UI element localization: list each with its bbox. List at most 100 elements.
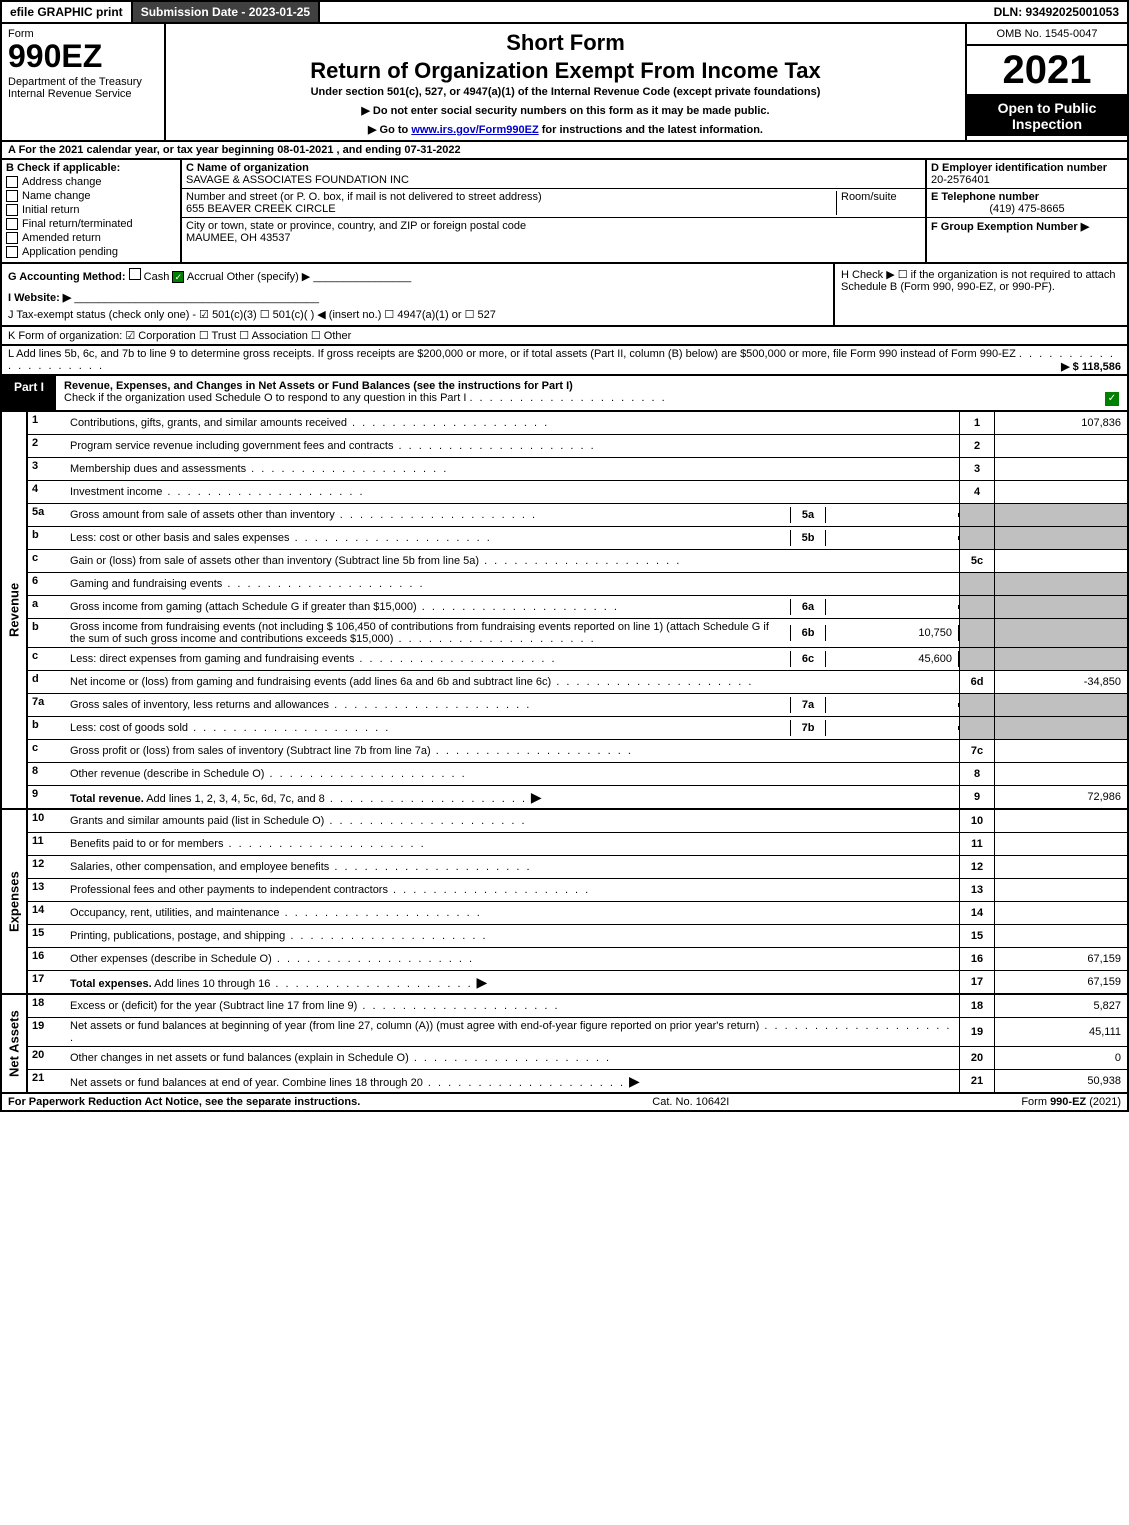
right-value-cell [995, 810, 1127, 832]
checkbox-name-change[interactable] [6, 190, 18, 202]
row-number: 16 [28, 948, 66, 964]
row-description: Other expenses (describe in Schedule O) [66, 951, 959, 967]
row-number: 5a [28, 504, 66, 520]
row-number: 10 [28, 810, 66, 826]
checkbox-amended-return[interactable] [6, 232, 18, 244]
row-description: Total revenue. Add lines 1, 2, 3, 4, 5c,… [66, 787, 959, 808]
sub-column-value [826, 726, 959, 730]
table-row: 4Investment income4 [28, 481, 1127, 504]
info-grid: B Check if applicable: Address change Na… [0, 160, 1129, 264]
table-row: 13Professional fees and other payments t… [28, 879, 1127, 902]
sub-column-value: 45,600 [826, 651, 959, 667]
right-number-cell: 4 [959, 481, 995, 503]
checkbox-address-change[interactable] [6, 176, 18, 188]
irs-link[interactable]: www.irs.gov/Form990EZ [411, 124, 538, 136]
row-number: 8 [28, 763, 66, 779]
sub-column-label: 6a [790, 599, 826, 615]
row-number: 19 [28, 1018, 66, 1034]
right-value-cell: 50,938 [995, 1070, 1127, 1092]
schedule-o-check-icon: ✓ [1105, 392, 1119, 406]
right-value-cell: 67,159 [995, 971, 1127, 993]
row-description: Benefits paid to or for members [66, 836, 959, 852]
efile-print[interactable]: efile GRAPHIC print [2, 2, 133, 22]
revenue-table: Revenue 1Contributions, gifts, grants, a… [0, 412, 1129, 810]
row-description: Gross amount from sale of assets other t… [66, 507, 790, 523]
netassets-table: Net Assets 18Excess or (deficit) for the… [0, 995, 1129, 1094]
telephone: (419) 475-8665 [931, 203, 1123, 215]
group-exemption: F Group Exemption Number ▶ [931, 221, 1089, 233]
table-row: cGain or (loss) from sale of assets othe… [28, 550, 1127, 573]
checkbox-cash[interactable] [129, 268, 141, 280]
right-value-cell [995, 856, 1127, 878]
row-a-calendar-year: A For the 2021 calendar year, or tax yea… [0, 142, 1129, 160]
tax-exempt-status: J Tax-exempt status (check only one) - ☑… [8, 308, 827, 321]
right-value-cell [995, 458, 1127, 480]
right-value-cell [995, 717, 1127, 739]
street-address: 655 BEAVER CREEK CIRCLE [186, 203, 336, 215]
sub-column-value [826, 513, 959, 517]
checkbox-final-return[interactable] [6, 218, 18, 230]
right-number-cell: 6d [959, 671, 995, 693]
sub-column-label: 5b [790, 530, 826, 546]
table-row: 20Other changes in net assets or fund ba… [28, 1047, 1127, 1070]
row-description: Less: cost of goods sold [66, 720, 790, 736]
right-number-cell: 13 [959, 879, 995, 901]
right-number-cell: 8 [959, 763, 995, 785]
right-number-cell [959, 717, 995, 739]
table-row: 21Net assets or fund balances at end of … [28, 1070, 1127, 1092]
right-number-cell [959, 504, 995, 526]
table-row: aGross income from gaming (attach Schedu… [28, 596, 1127, 619]
section-h: H Check ▶ ☐ if the organization is not r… [833, 264, 1127, 325]
right-number-cell [959, 648, 995, 670]
checkbox-initial-return[interactable] [6, 204, 18, 216]
org-name: SAVAGE & ASSOCIATES FOUNDATION INC [186, 174, 409, 186]
row-number: b [28, 717, 66, 733]
right-number-cell: 14 [959, 902, 995, 924]
row-description: Gross income from gaming (attach Schedul… [66, 599, 790, 615]
section-k: K Form of organization: ☑ Corporation ☐ … [0, 327, 1129, 346]
row-description: Gross sales of inventory, less returns a… [66, 697, 790, 713]
right-number-cell [959, 619, 995, 647]
website-label: I Website: ▶ [8, 292, 71, 304]
row-number: 21 [28, 1070, 66, 1086]
row-number: 17 [28, 971, 66, 987]
table-row: 6Gaming and fundraising events [28, 573, 1127, 596]
row-number: 15 [28, 925, 66, 941]
sub-column-value [826, 703, 959, 707]
row-description: Net income or (loss) from gaming and fun… [66, 674, 959, 690]
right-value-cell: 45,111 [995, 1018, 1127, 1046]
table-row: bLess: cost of goods sold7b [28, 717, 1127, 740]
right-number-cell: 3 [959, 458, 995, 480]
right-number-cell: 1 [959, 412, 995, 434]
row-description: Gross income from fundraising events (no… [66, 619, 790, 647]
right-number-cell: 9 [959, 786, 995, 808]
row-description: Gaming and fundraising events [66, 576, 959, 592]
checkbox-accrual[interactable]: ✓ [172, 271, 184, 283]
side-label-expenses: Expenses [2, 810, 28, 993]
right-number-cell: 12 [959, 856, 995, 878]
sub-column-value: 10,750 [826, 625, 959, 641]
row-number: 9 [28, 786, 66, 802]
row-description: Membership dues and assessments [66, 461, 959, 477]
table-row: 17Total expenses. Add lines 10 through 1… [28, 971, 1127, 993]
right-value-cell [995, 694, 1127, 716]
checkbox-application-pending[interactable] [6, 246, 18, 258]
sub-column-label: 6c [790, 651, 826, 667]
inspection-badge: Open to Public Inspection [967, 96, 1127, 136]
row-number: 7a [28, 694, 66, 710]
table-row: 3Membership dues and assessments3 [28, 458, 1127, 481]
row-number: 11 [28, 833, 66, 849]
right-value-cell: -34,850 [995, 671, 1127, 693]
right-value-cell: 0 [995, 1047, 1127, 1069]
top-bar: efile GRAPHIC print Submission Date - 20… [0, 0, 1129, 24]
right-number-cell: 2 [959, 435, 995, 457]
right-number-cell: 19 [959, 1018, 995, 1046]
expenses-table: Expenses 10Grants and similar amounts pa… [0, 810, 1129, 995]
department: Department of the Treasury Internal Reve… [8, 76, 158, 100]
row-description: Grants and similar amounts paid (list in… [66, 813, 959, 829]
arrow-icon: ▶ [625, 1073, 640, 1089]
row-description: Net assets or fund balances at beginning… [66, 1018, 959, 1046]
row-description: Gain or (loss) from sale of assets other… [66, 553, 959, 569]
right-number-cell [959, 527, 995, 549]
right-number-cell [959, 596, 995, 618]
